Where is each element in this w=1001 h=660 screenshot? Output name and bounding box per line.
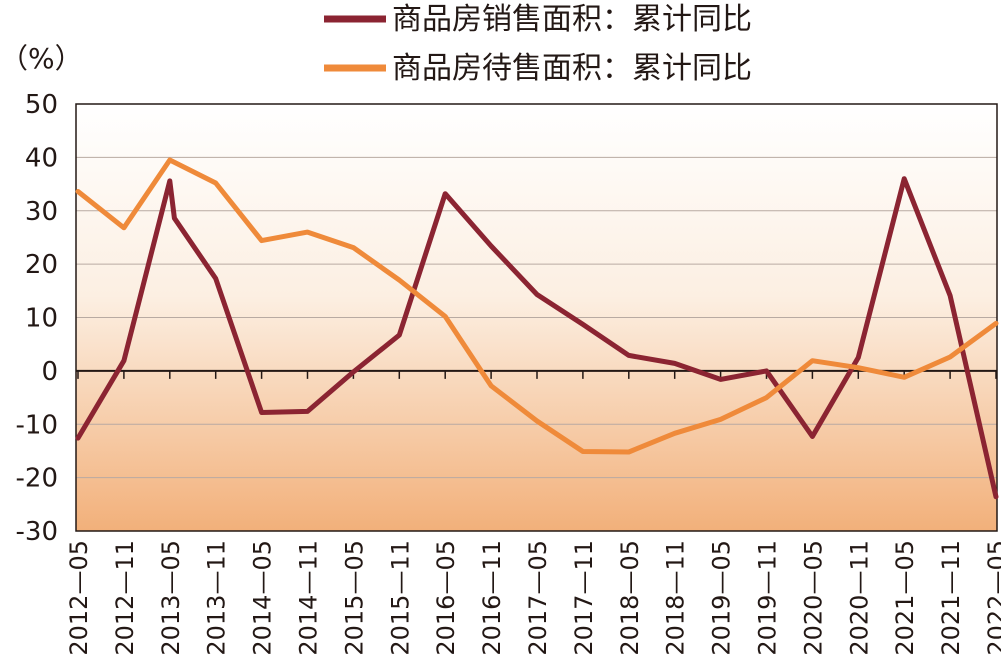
y-tick-label: -30 bbox=[16, 517, 58, 547]
x-tick-label: 2017—05 bbox=[524, 540, 552, 656]
x-tick-label: 2012—11 bbox=[111, 540, 139, 656]
x-tick-label: 2014—05 bbox=[249, 540, 277, 656]
x-tick-label: 2015—11 bbox=[386, 540, 414, 656]
x-tick-label: 2014—11 bbox=[295, 540, 323, 656]
x-tick-label: 2019—11 bbox=[754, 540, 782, 656]
x-tick-label: 2019—05 bbox=[708, 540, 736, 656]
x-tick-label: 2012—05 bbox=[65, 540, 93, 656]
y-tick-label: 50 bbox=[25, 90, 58, 120]
x-tick-label: 2020—05 bbox=[799, 540, 827, 656]
x-tick-label: 2015—05 bbox=[340, 540, 368, 656]
legend-label-inventory: 商品房待售面积：累计同比 bbox=[392, 51, 752, 86]
x-tick-label: 2013—05 bbox=[157, 540, 185, 656]
series-line-inventory bbox=[75, 157, 999, 455]
x-tick-label: 2018—11 bbox=[662, 540, 690, 656]
x-tick-label: 2016—11 bbox=[478, 540, 506, 656]
y-tick-label: -20 bbox=[16, 464, 58, 494]
x-tick-label: 2021—05 bbox=[891, 540, 919, 656]
x-tick-label: 2016—05 bbox=[432, 540, 460, 656]
x-tick-label: 2018—05 bbox=[616, 540, 644, 656]
y-tick-label: 30 bbox=[25, 197, 58, 227]
y-tick-label: 20 bbox=[25, 250, 58, 280]
y-tick-label: 10 bbox=[25, 304, 58, 334]
y-tick-label: 0 bbox=[41, 357, 58, 387]
legend: 商品房销售面积：累计同比 商品房待售面积：累计同比 bbox=[324, 2, 752, 86]
x-tick-label: 2013—11 bbox=[203, 540, 231, 656]
plot-frame bbox=[75, 103, 998, 532]
y-unit-label: （%） bbox=[0, 42, 83, 75]
x-tick-label: 2022—05 bbox=[983, 540, 1001, 656]
x-tick-label: 2017—11 bbox=[570, 540, 598, 656]
series-line-sales bbox=[75, 176, 999, 500]
legend-label-sales: 商品房销售面积：累计同比 bbox=[392, 2, 752, 37]
x-tick-label: 2021—11 bbox=[937, 540, 965, 656]
y-tick-label: 40 bbox=[25, 143, 58, 173]
x-tick-label: 2020—11 bbox=[845, 540, 873, 656]
y-tick-label: -10 bbox=[16, 410, 58, 440]
